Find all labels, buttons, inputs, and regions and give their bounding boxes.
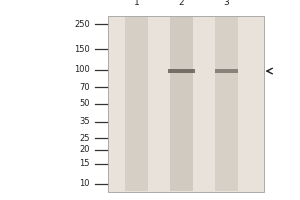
Text: 25: 25 (80, 134, 90, 143)
FancyBboxPatch shape (108, 16, 264, 192)
Text: 15: 15 (80, 159, 90, 168)
FancyBboxPatch shape (125, 17, 148, 191)
Text: 2: 2 (179, 0, 184, 7)
Text: 250: 250 (74, 20, 90, 29)
FancyBboxPatch shape (215, 69, 238, 73)
Text: 1: 1 (134, 0, 140, 7)
Text: 20: 20 (80, 145, 90, 154)
FancyBboxPatch shape (215, 17, 238, 191)
FancyBboxPatch shape (170, 17, 193, 191)
Text: 100: 100 (74, 65, 90, 74)
Text: 50: 50 (80, 99, 90, 108)
FancyBboxPatch shape (168, 69, 195, 73)
Text: 35: 35 (80, 117, 90, 126)
Text: 3: 3 (224, 0, 230, 7)
Text: 10: 10 (80, 180, 90, 188)
Text: 150: 150 (74, 45, 90, 54)
Text: 70: 70 (80, 83, 90, 92)
